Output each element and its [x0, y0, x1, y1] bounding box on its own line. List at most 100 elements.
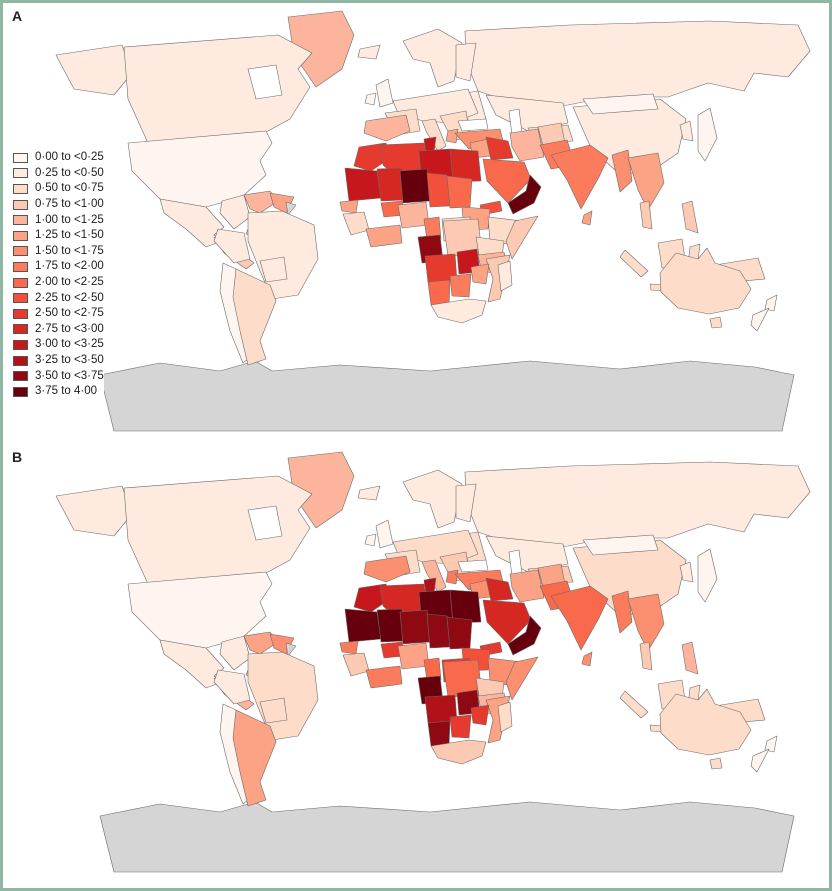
region-scandinavia: [402, 469, 463, 529]
legend: 0·00 to <0·25 0·25 to <0·50 0·50 to <0·75 0…: [13, 150, 104, 400]
legend-swatch: [13, 183, 28, 194]
region-sudan: [446, 616, 473, 650]
region-usa: [127, 571, 273, 649]
legend-swatch: [13, 324, 28, 335]
region-egypt: [449, 589, 482, 624]
legend-label: 3·00 to <3·25: [35, 338, 104, 351]
legend-item: 1·75 to <2·00: [13, 259, 104, 275]
region-italy: [421, 559, 447, 593]
region-botswana: [449, 273, 472, 298]
region-italy: [421, 118, 447, 152]
region-mongolia: [582, 93, 659, 115]
region-usa: [127, 130, 273, 208]
region-tasmania: [709, 316, 723, 329]
region-uk: [375, 519, 394, 549]
region-chad: [426, 172, 451, 208]
region-antarctica: [99, 801, 795, 873]
region-greecealb: [445, 569, 459, 585]
region-scandinavia: [402, 28, 463, 88]
region-peru: [213, 669, 251, 705]
panel-b: B: [3, 444, 829, 885]
region-blacksea: [457, 559, 489, 573]
legend-swatch: [13, 371, 28, 382]
legend-label: 1·50 to <1·75: [35, 244, 104, 257]
region-australia: [659, 247, 752, 315]
legend-label: 2·25 to <2·50: [35, 291, 104, 304]
region-bolivia: [259, 697, 288, 724]
region-iraq: [485, 577, 514, 602]
region-spain: [363, 555, 411, 583]
region-hudsonbay: [247, 505, 283, 541]
region-frguiana: [285, 642, 297, 657]
legend-swatch: [13, 308, 28, 319]
region-yemenoman: [507, 615, 542, 656]
region-botswana: [449, 714, 472, 739]
region-nz_north: [764, 294, 778, 312]
region-somalia: [505, 656, 539, 701]
legend-item: 2·75 to <3·00: [13, 322, 104, 338]
region-zimbabwe: [470, 704, 490, 726]
region-blacksea: [457, 118, 489, 132]
region-tasmania: [709, 757, 723, 770]
legend-label: 2·50 to <2·75: [35, 307, 104, 320]
region-niger: [399, 168, 431, 204]
region-madagascar: [497, 260, 513, 292]
legend-swatch: [13, 293, 28, 304]
legend-swatch: [13, 199, 28, 210]
region-bolivia: [259, 256, 288, 283]
region-india: [550, 144, 609, 210]
region-ireland: [364, 533, 377, 547]
region-guinea_grp: [342, 652, 370, 677]
legend-label: 3·75 to 4·00: [35, 385, 98, 398]
region-nz_south: [750, 748, 770, 773]
region-colombia: [219, 635, 251, 671]
legend-label: 1·75 to <2·00: [35, 260, 104, 273]
region-sumatra: [619, 690, 649, 719]
region-thaiviet: [627, 593, 665, 652]
legend-swatch: [13, 339, 28, 350]
legend-item: 3·50 to <3·75: [13, 368, 104, 384]
region-nz_south: [750, 307, 770, 332]
region-mongolia: [582, 534, 659, 556]
legend-item: 3·25 to <3·50: [13, 353, 104, 369]
region-korea: [679, 561, 694, 583]
legend-label: 1·25 to <1·50: [35, 229, 104, 242]
region-egypt: [449, 148, 482, 183]
region-canada: [123, 475, 313, 585]
region-argentina: [232, 268, 277, 366]
legend-label: 3·50 to <3·75: [35, 369, 104, 382]
region-senegal: [339, 199, 359, 214]
region-venezuela: [243, 631, 279, 655]
legend-label: 0·25 to <0·50: [35, 166, 104, 179]
region-peru: [213, 228, 251, 264]
legend-swatch: [13, 230, 28, 241]
region-hudsonbay: [247, 64, 283, 100]
legend-swatch: [13, 355, 28, 366]
legend-item: 3·00 to <3·25: [13, 337, 104, 353]
legend-item: 1·00 to <1·25: [13, 212, 104, 228]
region-philippines: [681, 200, 699, 234]
legend-swatch: [13, 386, 28, 397]
region-ivorycoast_grp: [365, 665, 403, 689]
region-senegal: [339, 640, 359, 655]
world-map-panel-a: [55, 10, 811, 432]
legend-label: 2·00 to <2·25: [35, 276, 104, 289]
region-nigeria: [397, 642, 430, 670]
legend-label: 3·25 to <3·50: [35, 354, 104, 367]
legend-label: 0·75 to <1·00: [35, 198, 104, 211]
region-iraq: [485, 136, 514, 161]
region-nigeria: [397, 201, 430, 229]
region-mauritania: [344, 167, 382, 202]
region-spain: [363, 114, 411, 142]
legend-item: 2·50 to <2·75: [13, 306, 104, 322]
region-finland: [455, 42, 477, 82]
region-chad: [426, 613, 451, 649]
region-iceland: [357, 485, 381, 501]
region-myanmar: [611, 590, 633, 634]
region-colombia: [219, 194, 251, 230]
legend-item: 0·50 to <0·75: [13, 181, 104, 197]
legend-label: 1·00 to <1·25: [35, 213, 104, 226]
region-alaska: [55, 44, 133, 96]
legend-item: 1·50 to <1·75: [13, 244, 104, 260]
